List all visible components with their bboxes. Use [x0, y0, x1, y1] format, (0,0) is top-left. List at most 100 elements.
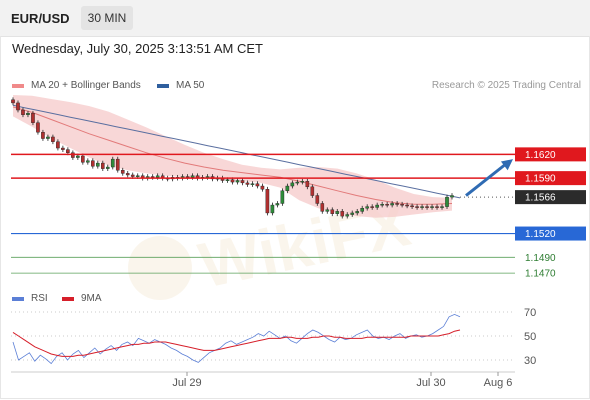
candle [260, 183, 265, 192]
candle-body [410, 205, 414, 208]
candle-body [375, 204, 379, 208]
candle-body [355, 211, 360, 214]
candle [300, 178, 305, 185]
level-tag-current [515, 190, 586, 205]
candle-body [390, 203, 394, 206]
candle-body [290, 182, 295, 187]
candle [240, 178, 245, 186]
level-tag-resistance [515, 147, 586, 162]
candle-body [340, 211, 345, 217]
symbol-label: EUR/USD [11, 11, 70, 26]
candle [405, 202, 409, 209]
candle [385, 201, 389, 208]
candle-body [155, 175, 160, 178]
rsi-tick-label: 50 [524, 331, 536, 343]
candle [41, 129, 45, 141]
candle [360, 205, 365, 214]
rsi-tick-label: 30 [524, 355, 536, 367]
candle-body [125, 173, 130, 176]
candle-body [81, 155, 85, 163]
candle-body [325, 209, 330, 212]
candle-body [370, 206, 374, 208]
candle-body [230, 179, 235, 183]
candle [305, 178, 310, 190]
candle [370, 204, 374, 210]
candle [400, 201, 404, 208]
timeframe-button[interactable]: 30 MIN [81, 6, 133, 30]
candle [91, 158, 95, 169]
legend-9ma-label: 9MA [81, 293, 102, 304]
candle-body [61, 147, 65, 150]
candle-body [100, 162, 105, 169]
candle-body [91, 160, 95, 167]
candle-body [295, 181, 300, 184]
candle-body [285, 185, 290, 191]
candle-body [51, 136, 55, 142]
candle-body [130, 174, 135, 177]
candle [445, 194, 449, 209]
bollinger-band [13, 95, 452, 218]
candle-body [420, 206, 424, 208]
candle [105, 164, 110, 171]
candle-body [135, 175, 140, 177]
forecast-arrow-shaft [465, 161, 508, 197]
candle [96, 160, 100, 169]
candle-body [425, 206, 429, 208]
candle-body [36, 122, 40, 133]
time-tick-label: Jul 29 [172, 377, 201, 389]
candle [115, 156, 120, 173]
time-tick-label: Jul 30 [416, 377, 445, 389]
candle-body [235, 180, 240, 183]
candle [290, 180, 295, 189]
forecast-arrow-head [500, 159, 513, 171]
candle-body [120, 170, 125, 174]
candle [280, 188, 285, 206]
candle-body [280, 190, 285, 204]
level-label: 1.1470 [525, 269, 556, 280]
candle [61, 145, 65, 152]
candle-body [11, 99, 15, 104]
time-tick-label: Aug 6 [484, 377, 513, 389]
candle [255, 181, 260, 189]
legend-9ma: 9MA [62, 293, 102, 304]
candle-body [190, 175, 195, 178]
candle [110, 156, 115, 170]
legend-ma20: MA 20 + Bollinger Bands [12, 80, 141, 91]
level-tag-resistance [515, 171, 586, 186]
candle-body [450, 195, 454, 198]
candle [435, 204, 439, 210]
candle-body [430, 206, 434, 208]
candle-body [270, 204, 275, 214]
candle [125, 171, 130, 178]
candle [265, 186, 270, 216]
candle [310, 184, 315, 198]
candle [320, 201, 325, 214]
rsi-line [12, 313, 461, 365]
level-label: 1.1520 [525, 229, 556, 240]
legend-ma50: MA 50 [157, 80, 204, 91]
candle [450, 193, 454, 200]
candle [365, 204, 369, 211]
candle [325, 207, 330, 214]
candle [425, 204, 429, 210]
candle [410, 203, 414, 209]
candle-body [225, 179, 230, 181]
candle [340, 209, 345, 219]
candle [375, 202, 379, 210]
toolbar: EUR/USD 30 MIN [0, 0, 590, 37]
rsi-9ma-line [12, 329, 461, 357]
candle [11, 97, 15, 106]
candle-body [21, 109, 25, 115]
candle-body [435, 206, 439, 208]
research-credit: Research © 2025 Trading Central [431, 80, 581, 91]
ma50-line [12, 104, 461, 199]
rsi-tick-label: 70 [524, 307, 536, 319]
candle [46, 134, 50, 141]
candle-body [265, 189, 270, 214]
candle [415, 204, 419, 210]
candle-body [300, 181, 305, 183]
candle-body [400, 204, 404, 206]
candle [380, 201, 384, 208]
level-tag-support_strong [515, 226, 586, 241]
